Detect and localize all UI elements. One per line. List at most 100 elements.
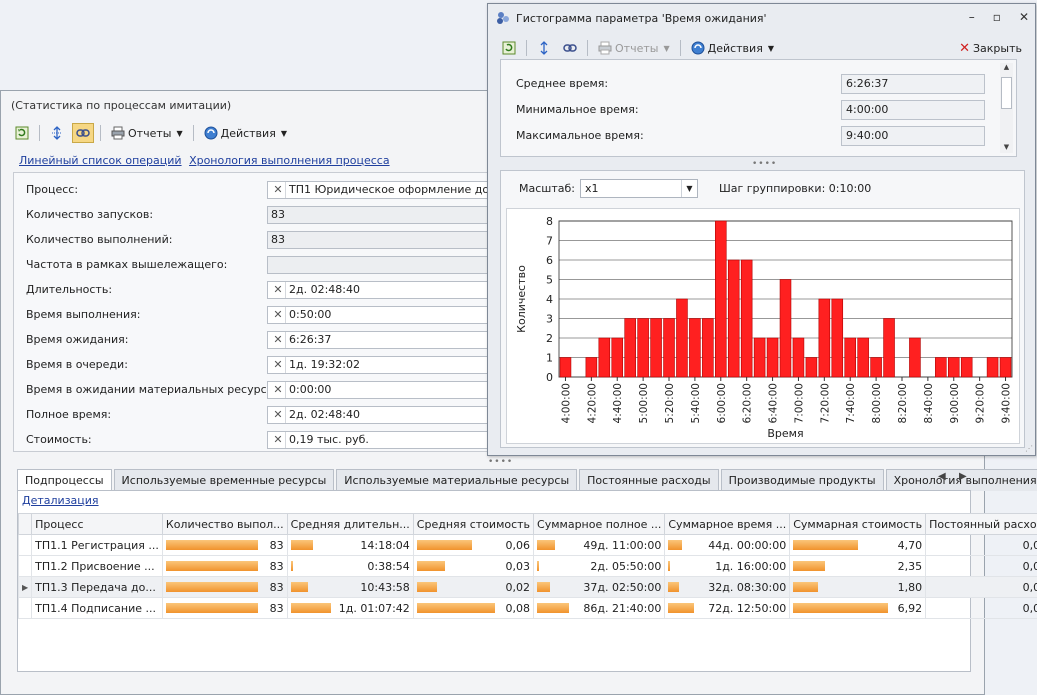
field-value[interactable] [267,256,507,274]
scale-select[interactable]: x1 ▼ [580,179,698,198]
reports-menu-button[interactable]: Отчеты ▼ [594,38,674,58]
column-header[interactable]: Средняя стоимость [412,513,535,535]
refresh-button[interactable] [11,123,33,143]
column-header[interactable]: Средняя длительн... [286,513,414,535]
column-header[interactable]: Суммарное время ... [664,513,791,535]
chevron-down-icon[interactable]: ▼ [681,180,697,197]
column-header[interactable]: Суммарная стоимость [789,513,927,535]
bar-cell[interactable]: 1,80 [789,576,927,598]
bar-cell[interactable]: 32д. 08:30:00 [664,576,791,598]
field-value[interactable]: ✕ 1д. 19:32:02 [267,356,507,374]
bar-cell[interactable]: 49д. 11:00:00 [533,534,666,556]
clear-x-icon[interactable]: ✕ [271,182,286,198]
clear-x-icon[interactable]: ✕ [271,282,286,298]
scroll-up-icon[interactable]: ▲ [1003,63,1010,71]
tab-2[interactable]: Используемые материальные ресурсы [336,469,578,491]
scroll-down-icon[interactable]: ▼ [1003,143,1010,151]
bar-cell[interactable]: 1д. 01:07:42 [286,597,414,619]
fixed-cost-cell[interactable]: 0,00 [925,576,1037,598]
bar-cell[interactable]: 4,70 [789,534,927,556]
minimize-icon[interactable]: – [968,10,975,24]
reports-menu-button[interactable]: Отчеты ▼ [107,123,187,143]
fixed-cost-cell[interactable]: 0,00 [925,597,1037,619]
clear-x-icon[interactable]: ✕ [271,382,286,398]
tab-0[interactable]: Подпроцессы [17,469,112,492]
bar-cell[interactable]: 0,06 [412,534,535,556]
bar-cell[interactable]: 1д. 16:00:00 [664,555,791,577]
clear-x-icon[interactable]: ✕ [271,407,286,423]
expand-button[interactable] [533,38,555,58]
bar-cell[interactable]: 14:18:04 [286,534,414,556]
close-window-icon[interactable]: ✕ [1018,10,1029,24]
bar-cell[interactable]: 83 [161,597,288,619]
details-link[interactable]: Детализация [22,494,99,507]
bar-cell[interactable]: 37д. 02:50:00 [533,576,666,598]
column-header[interactable]: Суммарное полное ... [533,513,666,535]
field-value[interactable]: ✕ 2д. 02:48:40 [267,406,507,424]
actions-menu-button[interactable]: Действия ▼ [687,38,778,58]
bar-cell[interactable]: 72д. 12:50:00 [664,597,791,619]
bar-cell[interactable]: 2д. 05:50:00 [533,555,666,577]
clear-x-icon[interactable]: ✕ [271,332,286,348]
tab-3[interactable]: Постоянные расходы [579,469,719,491]
process-name-cell[interactable]: ТП1.4 Подписание ... [31,597,163,619]
tab-4[interactable]: Производимые продукты [720,469,884,491]
scroll-thumb[interactable] [1001,77,1012,109]
field-value[interactable]: 83 [267,206,507,224]
field-value[interactable]: ✕ 0:50:00 [267,306,507,324]
table-row[interactable]: ТП1.1 Регистрация ... 83 14:18:04 0,06 49д. … [17,534,1037,556]
bar-cell[interactable]: 6,92 [789,597,927,619]
field-value[interactable]: ✕ 6:26:37 [267,331,507,349]
tabs-scroll-left-icon[interactable]: ◀ [938,471,946,482]
bar-cell[interactable]: 0,08 [412,597,535,619]
field-value[interactable]: 83 [267,231,507,249]
bar-cell[interactable]: 83 [161,555,288,577]
bar-cell[interactable]: 0:38:54 [286,555,414,577]
y-tick-label: 6 [546,254,553,267]
expand-button[interactable] [46,123,68,143]
link-button[interactable] [72,123,94,143]
bar-cell[interactable]: 2,35 [789,555,927,577]
bar-cell[interactable]: 0,03 [412,555,535,577]
reports-label: Отчеты [615,41,659,55]
clear-x-icon[interactable]: ✕ [271,357,286,373]
bar-cell[interactable]: 83 [161,576,288,598]
tab-5[interactable]: Хронология выполнения экзем [885,469,1037,491]
bar-cell[interactable]: 0,02 [412,576,535,598]
table-row[interactable]: ▶ ТП1.3 Передача до... 83 10:43:58 0,02 37д. … [17,576,1037,598]
resize-grip-icon[interactable]: ⋰ [1025,444,1033,453]
fixed-cost-cell[interactable]: 0,00 [925,534,1037,556]
clear-x-icon[interactable]: ✕ [271,307,286,323]
operations-list-link[interactable]: Линейный список операций [19,154,182,167]
restore-icon[interactable]: ▫ [992,10,1001,24]
field-value[interactable]: ✕ ТП1 Юридическое оформление договора [267,181,507,199]
field-value[interactable]: ✕ 0,19 тыс. руб. [267,431,507,449]
link-button[interactable] [559,38,581,58]
refresh-button[interactable] [498,38,520,58]
field-value[interactable]: ✕ 0:00:00 [267,381,507,399]
table-row[interactable]: ТП1.4 Подписание ... 83 1д. 01:07:42 0,08 86… [17,597,1037,619]
process-name-cell[interactable]: ТП1.1 Регистрация ... [31,534,163,556]
tabs-scroll-right-icon[interactable]: ▶ [959,471,967,482]
process-name-cell[interactable]: ТП1.3 Передача до... [31,576,163,598]
actions-menu-button[interactable]: Действия ▼ [200,123,291,143]
column-header[interactable]: Постоянный расхо... [925,513,1037,535]
column-header[interactable]: Количество выпол... [161,513,288,535]
process-name-cell[interactable]: ТП1.2 Присвоение ... [31,555,163,577]
fixed-cost-cell[interactable]: 0,00 [925,555,1037,577]
field-value[interactable]: ✕ 2д. 02:48:40 [267,281,507,299]
summary-scrollbar[interactable]: ▲ ▼ [1000,63,1013,153]
table-row[interactable]: ТП1.2 Присвоение ... 83 0:38:54 0,03 2д. 05:… [17,555,1037,577]
bar-cell[interactable]: 10:43:58 [286,576,414,598]
process-chronology-link[interactable]: Хронология выполнения процесса [189,154,390,167]
bar-cell[interactable]: 44д. 00:00:00 [664,534,791,556]
close-button[interactable]: ✕ Закрыть [955,38,1026,58]
value-bar [290,540,313,550]
bar-cell[interactable]: 86д. 21:40:00 [533,597,666,619]
splitter-handle[interactable]: •••• [752,159,778,169]
column-header[interactable]: Процесс [31,513,163,535]
splitter-handle[interactable]: •••• [488,457,514,467]
tab-1[interactable]: Используемые временные ресурсы [113,469,335,491]
bar-cell[interactable]: 83 [161,534,288,556]
clear-x-icon[interactable]: ✕ [271,432,286,448]
